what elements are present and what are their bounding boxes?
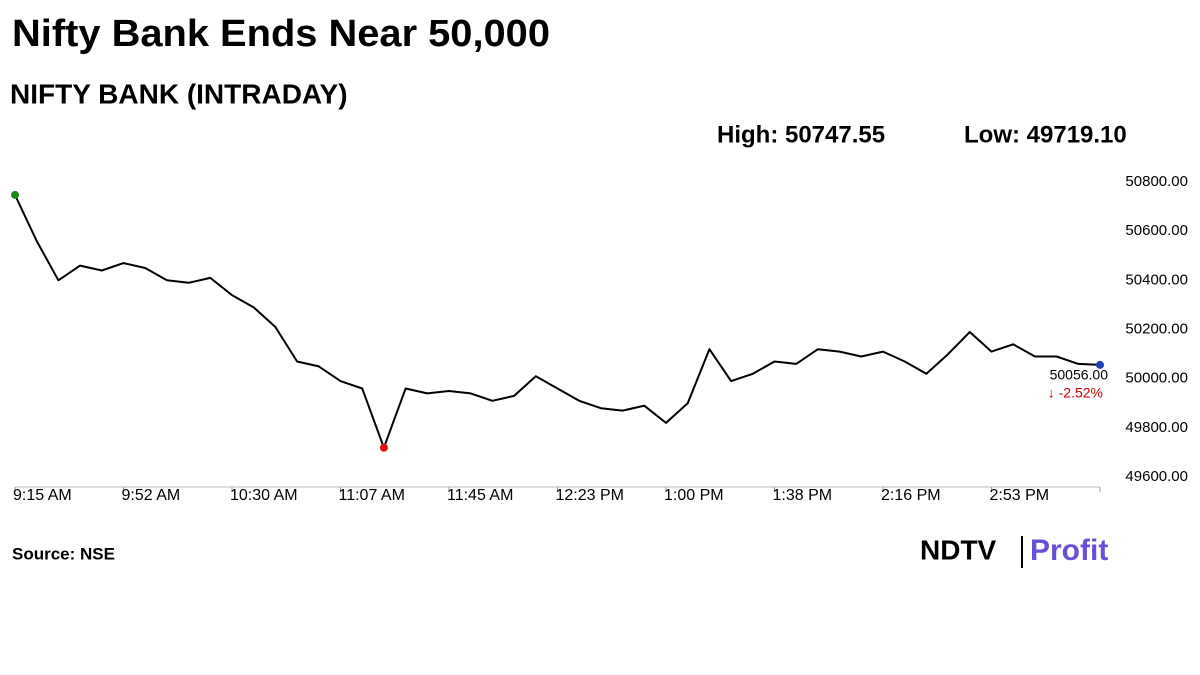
high-marker bbox=[11, 190, 19, 199]
logo-left: NDTV bbox=[920, 534, 997, 565]
last-value-label: 50056.00 bbox=[1050, 367, 1109, 383]
y-tick-label: 49600.00 bbox=[1125, 468, 1188, 485]
y-tick-label: 50200.00 bbox=[1125, 320, 1188, 337]
x-tick-label: 1:00 PM bbox=[664, 487, 724, 504]
x-tick-label: 2:53 PM bbox=[990, 487, 1050, 504]
y-tick-label: 50600.00 bbox=[1125, 222, 1188, 239]
low-text: Low: 49719.10 bbox=[964, 121, 1127, 148]
chart-subtitle: NIFTY BANK (INTRADAY) bbox=[10, 78, 348, 109]
source: Source: NSE bbox=[12, 544, 115, 563]
y-tick-label: 50800.00 bbox=[1125, 173, 1188, 190]
y-tick-label: 49800.00 bbox=[1125, 419, 1188, 436]
x-tick-label: 12:23 PM bbox=[556, 487, 624, 504]
x-tick-label: 9:15 AM bbox=[13, 487, 72, 504]
logo-right: Profit bbox=[1030, 534, 1108, 567]
change-label: ↓ -2.52% bbox=[1048, 385, 1103, 401]
x-tick-label: 9:52 AM bbox=[122, 487, 181, 504]
last-marker bbox=[1096, 360, 1104, 369]
y-tick-label: 50400.00 bbox=[1125, 271, 1188, 288]
y-tick-label: 50000.00 bbox=[1125, 370, 1188, 387]
x-tick-label: 2:16 PM bbox=[881, 487, 941, 504]
x-tick-label: 1:38 PM bbox=[773, 487, 833, 504]
chart-title: Nifty Bank Ends Near 50,000 bbox=[12, 13, 550, 55]
high-text: High: 50747.55 bbox=[717, 121, 885, 148]
price-line bbox=[14, 194, 1101, 449]
low-marker bbox=[379, 443, 388, 452]
x-tick-label: 11:07 AM bbox=[339, 487, 405, 504]
x-tick-label: 11:45 AM bbox=[447, 487, 513, 504]
x-tick-label: 10:30 AM bbox=[230, 487, 298, 504]
